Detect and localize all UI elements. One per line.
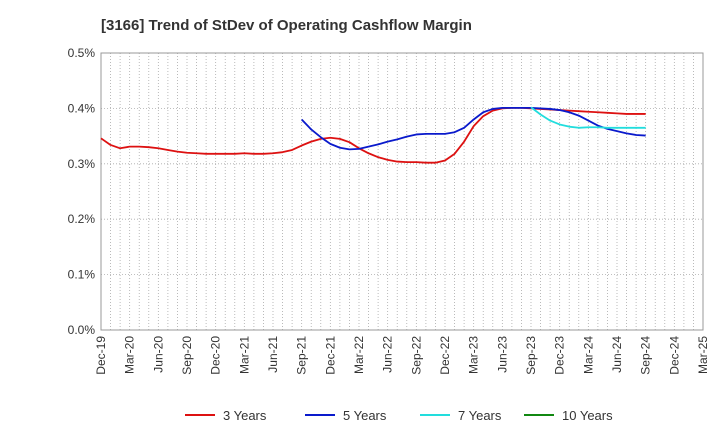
x-tick-label: Mar-22: [352, 336, 366, 374]
legend-label: 10 Years: [562, 408, 613, 423]
x-tick-label: Sep-21: [295, 336, 309, 375]
x-tick-label: Dec-20: [209, 336, 223, 375]
series-line-1: [100, 106, 646, 164]
legend: 3 Years 5 Years 7 Years 10 Years: [185, 408, 613, 423]
x-tick-label: Sep-20: [180, 336, 194, 375]
series-line-3: [530, 106, 646, 129]
x-tick-label: Mar-24: [581, 336, 595, 374]
y-axis-ticks: 0.0% 0.1% 0.2% 0.3% 0.4% 0.5%: [68, 46, 96, 337]
legend-label: 3 Years: [223, 408, 267, 423]
legend-label: 5 Years: [343, 408, 387, 423]
x-tick-label: Jun-21: [266, 336, 280, 373]
y-tick-label: 0.1%: [68, 268, 96, 282]
x-tick-label: Mar-21: [237, 336, 251, 374]
plot-frame: [100, 52, 704, 331]
y-tick-label: 0.5%: [68, 46, 96, 60]
y-tick-label: 0.3%: [68, 157, 96, 171]
x-tick-label: Sep-23: [524, 336, 538, 375]
x-tick-label: Dec-22: [438, 336, 452, 375]
y-tick-label: 0.4%: [68, 101, 96, 115]
chart-title: [3166] Trend of StDev of Operating Cashf…: [101, 17, 472, 34]
y-tick-label: 0.2%: [68, 212, 96, 226]
series-lines: [100, 106, 646, 164]
x-tick-label: Dec-19: [94, 336, 108, 375]
x-tick-label: Dec-21: [323, 336, 337, 375]
x-tick-label: Sep-22: [409, 336, 423, 375]
x-tick-label: Jun-24: [610, 336, 624, 373]
y-tick-label: 0.0%: [68, 323, 96, 337]
x-tick-label: Sep-24: [639, 336, 653, 375]
x-tick-label: Jun-22: [381, 336, 395, 373]
x-tick-label: Dec-23: [553, 336, 567, 375]
x-tick-label: Mar-20: [123, 336, 137, 374]
x-tick-label: Jun-23: [495, 336, 509, 373]
x-tick-label: Mar-23: [467, 336, 481, 374]
x-tick-label: Jun-20: [151, 336, 165, 373]
x-tick-label: Mar-25: [696, 336, 710, 374]
x-tick-label: Dec-24: [667, 336, 681, 375]
grid-lines: [101, 53, 703, 330]
legend-label: 7 Years: [458, 408, 502, 423]
series-line-2: [301, 106, 646, 151]
x-axis-ticks: Dec-19 Mar-20 Jun-20 Sep-20 Dec-20 Mar-21 Jun-…: [94, 336, 710, 375]
